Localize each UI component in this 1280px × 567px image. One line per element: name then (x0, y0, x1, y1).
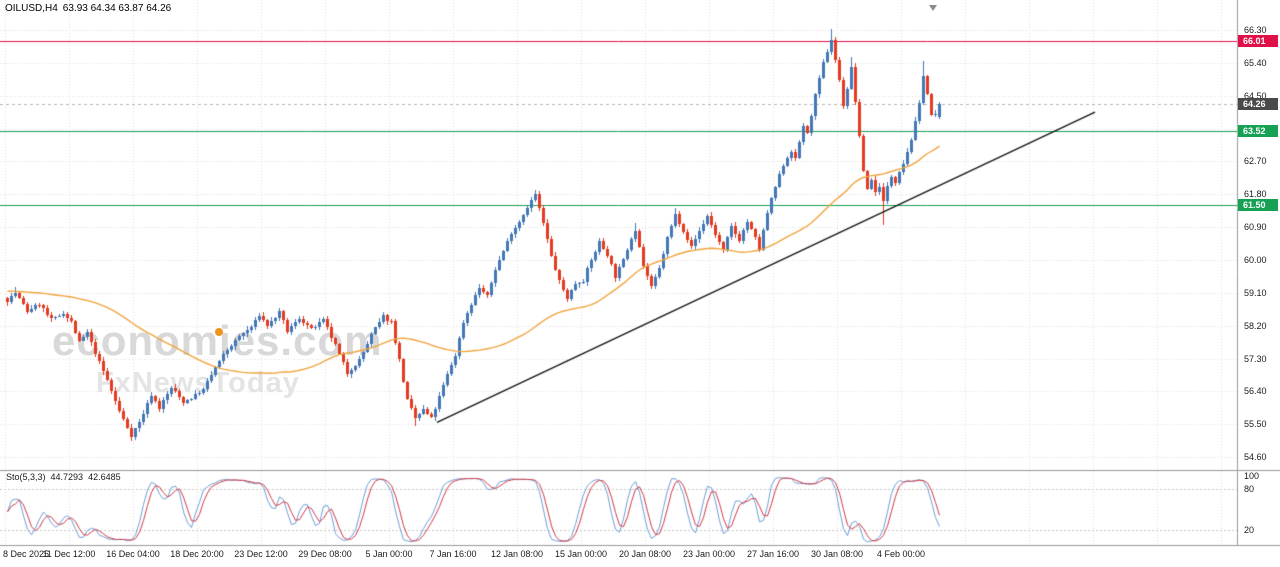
indicator-name: Sto(5,3,3) (6, 472, 46, 482)
ohlc-quote: 63.93 64.34 63.87 64.26 (62, 3, 172, 14)
resistance-price-badge: 66.01 (1238, 34, 1278, 47)
time-tick: 23 Dec 12:00 (234, 549, 288, 559)
price-tick: 56.40 (1244, 386, 1267, 397)
time-tick: 16 Dec 04:00 (106, 549, 160, 559)
stoch-scale-tick: 80 (1244, 484, 1255, 495)
support-price-badge-1: 63.52 (1238, 125, 1278, 138)
price-tick: 55.50 (1244, 419, 1267, 430)
time-tick: 27 Jan 16:00 (746, 549, 800, 559)
indicator-label: Sto(5,3,3) 44.7293 42.6485 (6, 472, 126, 482)
indicator-value-signal: 42.6485 (88, 472, 121, 482)
time-tick: 20 Jan 08:00 (618, 549, 672, 559)
price-tick: 60.00 (1244, 254, 1267, 265)
quote-line: OILUSD,H4 63.93 64.34 63.87 64.26 (5, 3, 176, 14)
time-tick: 12 Jan 08:00 (490, 549, 544, 559)
time-axis[interactable]: 8 Dec 2025 11 Dec 12:00 16 Dec 04:00 18 Dec… (0, 549, 1237, 563)
time-tick: 7 Jan 16:00 (429, 549, 477, 559)
time-tick: 11 Dec 12:00 (42, 549, 96, 559)
price-tick: 58.20 (1244, 320, 1267, 331)
current-price-badge: 64.26 (1238, 98, 1278, 111)
price-tick: 64.50 (1244, 90, 1267, 101)
time-tick: 23 Jan 00:00 (682, 549, 736, 559)
indicator-value-main: 44.7293 (50, 472, 84, 482)
price-tick: 62.70 (1244, 156, 1267, 167)
support-price-badge-2: 61.50 (1238, 199, 1278, 212)
symbol-timeframe: OILUSD,H4 (5, 3, 58, 14)
price-tick: 65.40 (1244, 57, 1267, 68)
time-tick: 5 Jan 00:00 (365, 549, 413, 559)
time-tick: 30 Jan 08:00 (810, 549, 864, 559)
price-tick: 60.90 (1244, 222, 1267, 233)
chart-shift-marker[interactable] (929, 5, 937, 11)
time-tick: 18 Dec 20:00 (170, 549, 224, 559)
stoch-scale-tick: 100 (1244, 471, 1260, 481)
time-tick: 15 Jan 00:00 (554, 549, 608, 559)
price-tick: 66.30 (1244, 25, 1267, 35)
time-tick: 8 Dec 2025 (3, 549, 50, 559)
price-tick: 57.30 (1244, 353, 1267, 364)
price-tick: 54.60 (1244, 452, 1267, 463)
price-tick: 61.80 (1244, 189, 1267, 200)
stoch-scale-tick: 20 (1244, 524, 1255, 535)
time-tick: 29 Dec 08:00 (298, 549, 352, 559)
price-tick: 59.10 (1244, 287, 1267, 298)
time-tick: 4 Feb 00:00 (876, 549, 926, 559)
price-axis[interactable]: 66.3065.4064.5063.6062.7061.8060.9060.00… (1238, 0, 1280, 545)
